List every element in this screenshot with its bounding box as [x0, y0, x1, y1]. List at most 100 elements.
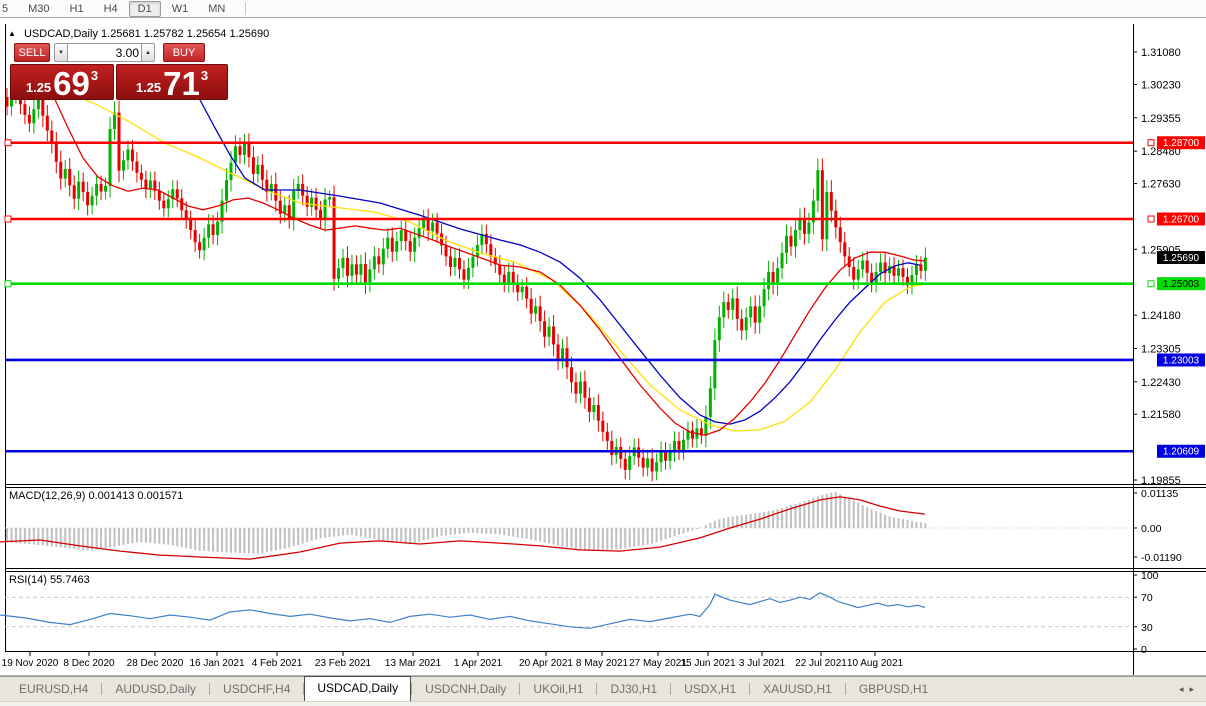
tab-scroll-arrows[interactable]: ◂▸	[1179, 684, 1200, 695]
svg-text:-0.01190: -0.01190	[1141, 552, 1182, 564]
date-axis: 19 Nov 2020 8 Dec 2020 28 Dec 2020 16 Jan 2…	[2, 651, 904, 669]
timeframe-button-w1[interactable]: W1	[171, 2, 189, 15]
svg-text:1.22430: 1.22430	[1141, 377, 1181, 389]
svg-text:1 Apr 2021: 1 Apr 2021	[454, 658, 503, 669]
timeframe-button-h1[interactable]: H1	[69, 2, 84, 15]
line-anchor	[4, 139, 12, 147]
svg-text:1.23305: 1.23305	[1141, 343, 1181, 355]
timeframe-toolbar: 5 M30 H1 H4 D1 W1 MN	[0, 0, 1206, 18]
ask-price-big: 71	[163, 65, 200, 102]
svg-text:28 Dec 2020: 28 Dec 2020	[127, 658, 184, 669]
rsi-panel	[0, 592, 1133, 629]
sell-button[interactable]: SELL	[14, 43, 50, 62]
svg-text:10 Aug 2021: 10 Aug 2021	[847, 658, 904, 669]
sell-price-button[interactable]: 1.25 69 3	[10, 64, 114, 100]
volume-increase-button[interactable]: ▲	[141, 43, 155, 62]
svg-text:1.20609: 1.20609	[1163, 447, 1200, 458]
chart-tab-dj30[interactable]: DJ30,H1	[610, 682, 658, 696]
sma-mid-line	[199, 99, 921, 425]
chart-tab-eurusd[interactable]: EURUSD,H4	[19, 682, 89, 696]
timeframe-button-mn[interactable]: MN	[208, 2, 226, 15]
line-anchor	[1147, 139, 1155, 147]
svg-text:16 Jan 2021: 16 Jan 2021	[189, 658, 244, 669]
rsi-line	[0, 592, 926, 629]
svg-text:1.29355: 1.29355	[1141, 113, 1181, 125]
svg-text:1.27630: 1.27630	[1141, 179, 1181, 191]
chart-tab-audusd[interactable]: AUDUSD,Daily	[115, 682, 197, 696]
svg-text:1.31080: 1.31080	[1141, 47, 1181, 59]
svg-text:0.00: 0.00	[1141, 523, 1162, 535]
bid-price-prefix: 1.25	[25, 80, 52, 95]
svg-text:1.24180: 1.24180	[1141, 310, 1181, 322]
chart-tab-xauusd[interactable]: XAUUSD,H1	[763, 682, 832, 696]
chart-tab-usdcad[interactable]: USDCAD,Daily	[304, 676, 412, 701]
tab-separator	[749, 682, 751, 695]
buy-button[interactable]: BUY	[163, 43, 205, 62]
timeframe-buttons: 5 M30 H1 H4 D1 W1 MN	[0, 0, 235, 17]
chart-tab-usdchf[interactable]: USDCHF,H4	[223, 682, 291, 696]
ask-price-sup: 3	[200, 68, 209, 83]
chart-title: ▲ USDCAD,Daily 1.25681 1.25782 1.25654 1…	[8, 28, 269, 40]
candlesticks	[5, 81, 927, 482]
status-bar	[0, 701, 1206, 706]
svg-text:30: 30	[1141, 622, 1153, 634]
sma-fast-line	[52, 94, 926, 436]
macd-signal-line	[0, 496, 926, 560]
chart-tab-usdcnh[interactable]: USDCNH,Daily	[425, 682, 507, 696]
chart-frame	[0, 24, 1206, 676]
tab-separator	[670, 682, 672, 695]
chart-tab-gbpusd[interactable]: GBPUSD,H1	[858, 682, 929, 696]
svg-text:23 Feb 2021: 23 Feb 2021	[315, 658, 372, 669]
chevron-down-icon: ▼	[58, 49, 64, 56]
svg-text:1.25003: 1.25003	[1163, 279, 1200, 290]
tab-separator	[844, 682, 846, 695]
timeframe-button-m30[interactable]: M30	[28, 2, 50, 15]
svg-text:19 Nov 2020: 19 Nov 2020	[2, 658, 59, 669]
bid-price-big: 69	[53, 65, 90, 102]
svg-text:1.21580: 1.21580	[1141, 409, 1181, 421]
rsi-indicator-label: RSI(14) 55.7463	[9, 574, 90, 586]
chart-tabs: EURUSD,H4 AUDUSD,Daily USDCHF,H4 USDCAD,Dai…	[6, 676, 941, 701]
tab-separator	[411, 682, 413, 695]
line-anchor	[4, 280, 12, 288]
svg-text:15 Jun 2021: 15 Jun 2021	[680, 658, 735, 669]
volume-decrease-button[interactable]: ▼	[54, 43, 68, 62]
tab-separator	[519, 682, 521, 695]
tab-separator	[209, 682, 211, 695]
svg-text:8 Dec 2020: 8 Dec 2020	[63, 658, 115, 669]
chart-tab-ukoil[interactable]: UKOil,H1	[533, 682, 584, 696]
svg-text:70: 70	[1141, 592, 1153, 604]
tab-scroll-right-icon[interactable]: ▸	[1189, 684, 1200, 694]
svg-text:22 Jul 2021: 22 Jul 2021	[795, 658, 847, 669]
svg-text:100: 100	[1141, 570, 1159, 582]
axis-price-labels: 1.28700 1.26700 1.25003 1.23003 1.20609 1.256…	[1157, 136, 1205, 458]
buy-price-button[interactable]: 1.25 71 3	[116, 64, 228, 100]
tab-scroll-left-icon[interactable]: ◂	[1178, 684, 1190, 694]
volume-input[interactable]	[68, 43, 143, 62]
ohlc-quotes: 1.25681 1.25782 1.25654 1.25690	[101, 28, 270, 40]
svg-text:1.19855: 1.19855	[1141, 475, 1181, 487]
svg-text:1.30230: 1.30230	[1141, 79, 1181, 91]
svg-text:1.28700: 1.28700	[1163, 138, 1200, 149]
timeframe-button-5[interactable]: 5	[2, 2, 9, 15]
timeframe-button-d1[interactable]: D1	[128, 0, 161, 17]
svg-text:13 Mar 2021: 13 Mar 2021	[385, 658, 442, 669]
svg-text:4 Feb 2021: 4 Feb 2021	[252, 658, 303, 669]
svg-text:27 May 2021: 27 May 2021	[629, 658, 687, 669]
toolbar-separator	[245, 2, 247, 15]
collapse-chart-icon[interactable]: ▲	[8, 29, 16, 38]
tab-separator	[596, 682, 598, 695]
symbol-period-label: USDCAD,Daily	[23, 28, 98, 40]
price-axis: 1.310801.302301.293551.284801.276301.259…	[1133, 47, 1182, 656]
svg-text:1.23003: 1.23003	[1163, 355, 1200, 366]
bid-price-sup: 3	[90, 68, 99, 83]
chart-tab-usdx[interactable]: USDX,H1	[684, 682, 737, 696]
svg-text:3 Jul 2021: 3 Jul 2021	[739, 658, 786, 669]
svg-text:20 Apr 2021: 20 Apr 2021	[519, 658, 573, 669]
timeframe-button-h4[interactable]: H4	[103, 2, 118, 15]
line-anchor	[1147, 280, 1155, 288]
moving-averages	[52, 87, 926, 436]
macd-indicator-label: MACD(12,26,9) 0.001413 0.001571	[9, 490, 184, 502]
